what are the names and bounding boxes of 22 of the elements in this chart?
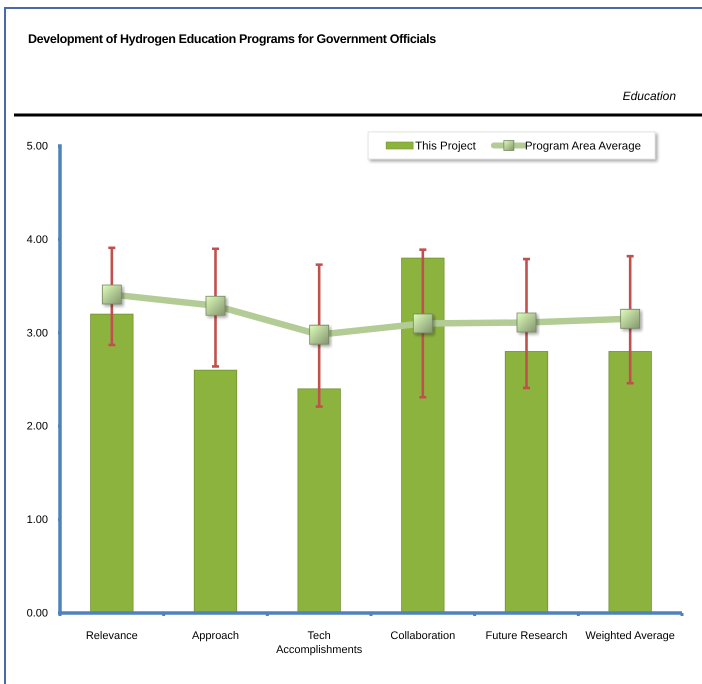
bar (90, 314, 134, 614)
y-tick-label: 1.00 (26, 514, 48, 526)
legend-label: This Project (415, 140, 477, 152)
y-tick-label: 3.00 (26, 327, 48, 340)
y-tick-label: 5.00 (26, 140, 48, 153)
x-tick-label: Weighted Average (585, 630, 675, 642)
chart-title: Development of Hydrogen Education Programs for Government Officials (28, 32, 436, 46)
bar (194, 370, 238, 614)
x-tick-label: Tech Accomplishments (276, 630, 363, 656)
x-tick-label: Future Research (486, 630, 568, 642)
x-tick-label: Relevance (86, 630, 138, 642)
legend-label: Program Area Average (524, 140, 641, 152)
bar (401, 258, 444, 614)
x-tick-label: Collaboration (390, 630, 456, 642)
x-tick-label: Approach (192, 630, 240, 642)
y-tick-label: 2.00 (26, 420, 48, 433)
y-tick-label: 0.00 (26, 608, 48, 620)
bar (504, 351, 548, 614)
bar (298, 388, 341, 614)
chart-subtitle: Education (622, 89, 676, 103)
bar (608, 351, 652, 614)
y-tick-label: 4.00 (26, 234, 48, 246)
